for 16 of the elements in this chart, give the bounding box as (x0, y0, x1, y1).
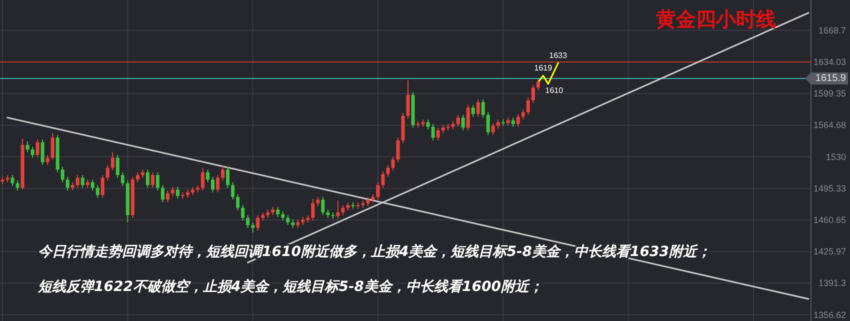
y-tick-label: 1668.7 (818, 25, 846, 36)
y-tick-label: 1495.33 (813, 183, 846, 194)
y-tick-label: 1599.35 (813, 88, 846, 99)
y-tick-label: 1634.03 (813, 57, 846, 68)
chart-title: 黄金四小时线 (655, 7, 776, 31)
y-tick-label: 1564.68 (813, 120, 846, 130)
y-tick-label: 1460.65 (813, 215, 846, 225)
data-label: 1619 (534, 64, 553, 73)
data-label: 1633 (549, 50, 568, 60)
y-tick-label: 1356.62 (813, 310, 846, 320)
data-label: 1610 (545, 86, 564, 95)
y-tick-label: 1530 (826, 152, 846, 162)
annotation: 短线反弹1622不破做空，止损4美金，短线目标5-8美金，中长线看1600附近； (37, 278, 543, 295)
y-tick-label: 1425.97 (813, 246, 846, 257)
y-tick-label: 1391.3 (818, 278, 846, 288)
ref-line-label: 1615.9 (815, 73, 846, 84)
